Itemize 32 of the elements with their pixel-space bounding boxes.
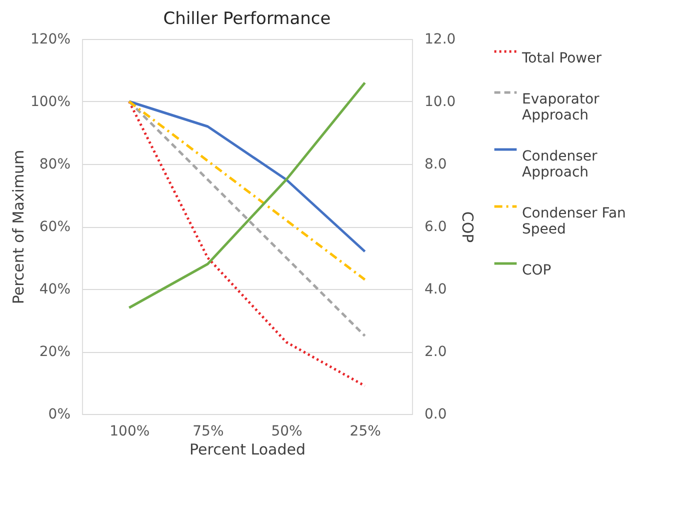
y2-tick-label: 8.0 [424,156,447,172]
y2-tick-label: 2.0 [424,344,447,360]
line-series [128,100,366,253]
legend-label: Condenser Fan Speed [522,206,626,238]
y-tick-label: 60% [39,219,70,235]
y-tick-label: 120% [30,32,70,48]
chart-title: Chiller Performance [163,9,331,29]
legend-label: Total Power [521,50,602,66]
y-tick-label: 100% [30,94,70,110]
y-axis-title: Percent of Maximum [9,150,28,304]
legend-label: COP [522,262,552,278]
y2-tick-label: 6.0 [424,219,447,235]
y2-tick-label: 12.0 [424,32,456,48]
y-tick-label: 80% [39,156,70,172]
line-series [128,100,366,338]
y-tick-label: 20% [39,344,70,360]
x-tick-label: 50% [271,424,302,440]
y2-tick-label: 0.0 [424,406,447,422]
x-tick-label: 25% [350,424,381,440]
x-axis-title: Percent Loaded [190,440,306,458]
legend-label: Condenser Approach [522,148,598,180]
y2-tick-label: 4.0 [424,282,447,298]
y-tick-label: 40% [39,282,70,298]
y2-tick-label: 10.0 [424,94,456,110]
y-tick-label: 0% [48,406,70,422]
legend-label: Evaporator Approach [522,92,600,124]
x-tick-label: 75% [192,424,224,440]
line-series [128,100,366,281]
line-series [128,100,366,388]
y2-axis-title: COP [458,211,477,243]
x-tick-label: 100% [110,424,150,440]
line-series [128,82,366,309]
